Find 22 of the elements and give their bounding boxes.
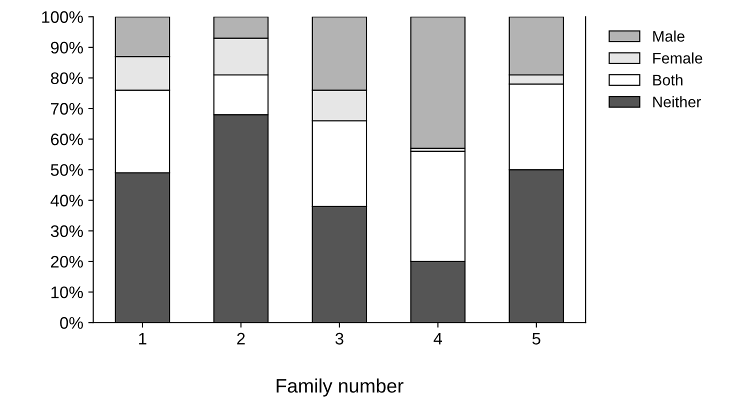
x-tick-label: 2 xyxy=(237,332,245,344)
legend-label: Female xyxy=(653,52,702,64)
y-tick-label: 70% xyxy=(51,102,83,115)
y-tick-label: 60% xyxy=(51,134,83,146)
legend-label: Both xyxy=(653,74,682,86)
legend-label: Neither xyxy=(653,96,701,108)
x-tick-label: 1 xyxy=(139,332,146,344)
y-tick-label: 40% xyxy=(50,194,83,206)
bar xyxy=(410,16,466,149)
y-tick-label: 0% xyxy=(60,317,83,329)
y-tick-label: 100% xyxy=(42,11,83,23)
y-tick-label: 20% xyxy=(51,256,83,268)
legend-label: Male xyxy=(653,30,684,42)
y-tick-label: 10% xyxy=(51,286,83,298)
x-tick-label: 4 xyxy=(434,332,442,344)
y-tick-label: 80% xyxy=(50,72,83,84)
x-tick-label: 5 xyxy=(532,332,540,345)
x-axis-title: Family number xyxy=(276,378,404,397)
y-tick-label: 90% xyxy=(50,42,83,54)
y-tick-label: 30% xyxy=(50,225,83,238)
y-tick-label: 50% xyxy=(50,164,83,176)
x-tick-label: 3 xyxy=(335,332,344,345)
